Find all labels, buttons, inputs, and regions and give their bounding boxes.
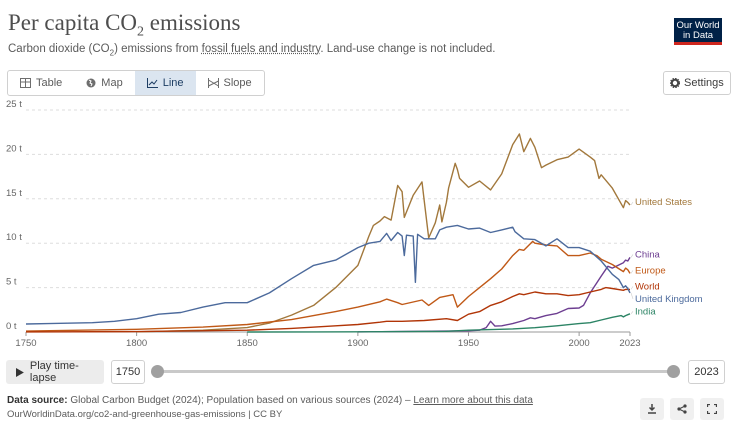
series-end-label: Europe [635,265,666,276]
end-year-box[interactable]: 2023 [688,360,725,384]
x-tick-label: 1800 [126,338,147,349]
source-url[interactable]: OurWorldinData.org/co2-and-greenhouse-ga… [7,409,283,420]
timeline-start-handle[interactable] [151,365,164,378]
y-tick-label: 25 t [6,100,22,110]
fossil-fuels-link[interactable]: fossil fuels and industry [201,43,321,55]
series-label-connector [630,254,634,258]
chart-view-tabs: Table Map Line Slope [7,70,265,96]
page-subtitle: Carbon dioxide (CO2) emissions from foss… [8,43,496,57]
logo-line-1: Our World [676,20,720,31]
y-tick-label: 20 t [6,143,22,154]
series-line-world [25,286,630,333]
series-line-united-states [136,133,631,333]
play-icon [16,367,24,377]
page-title: Per capita CO2 emissions [8,10,241,41]
y-tick-label: 5 t [6,277,17,288]
start-year-box[interactable]: 1750 [111,360,145,384]
series-end-label: World [635,281,660,292]
series-label-connector [630,270,634,274]
series-end-label: United States [635,197,692,208]
source-label: Data source: [7,395,68,406]
line-chart-icon [146,78,158,88]
share-button[interactable] [670,398,694,420]
series-end-label: China [635,249,661,260]
logo-line-2: in Data [682,30,714,41]
series-line-china [357,257,631,333]
download-button[interactable] [640,398,664,420]
series-end-label: India [635,306,656,317]
gear-icon [670,78,680,88]
y-tick-label: 15 t [6,188,22,199]
fullscreen-icon [707,404,717,414]
x-tick-label: 2023 [619,338,640,349]
series-label-connector [630,286,634,290]
download-icon [648,404,656,414]
series-line-india [247,313,631,333]
tab-slope-label: Slope [223,77,252,89]
y-tick-label: 10 t [6,232,22,243]
title-tail: emissions [144,10,241,35]
x-tick-label: 1850 [237,338,258,349]
series-end-label: United Kingdom [635,294,703,305]
tab-line-label: Line [162,77,184,89]
series-line-europe [25,240,631,332]
fullscreen-button[interactable] [700,398,724,420]
table-icon [20,78,31,88]
tab-map-label: Map [101,77,123,89]
x-tick-label: 1900 [347,338,368,349]
y-tick-label: 0 t [6,321,17,332]
play-label: Play time-lapse [29,360,79,384]
play-timelapse-button[interactable]: Play time-lapse [6,360,104,384]
tab-table[interactable]: Table [8,71,74,95]
series-label-connector [630,201,634,206]
line-chart: 0 t 5 t 10 t 15 t 20 t 25 t 1750 1800 1850 1900 19… [6,100,703,349]
tab-line[interactable]: Line [134,71,196,95]
series-label-connector [630,311,634,314]
timeline-end-handle[interactable] [667,365,680,378]
series-label-connector [630,292,634,299]
title-main: Per capita CO [8,10,138,35]
slope-icon [207,78,219,88]
owid-logo[interactable]: Our World in Data [674,18,722,45]
learn-more-link[interactable]: Learn more about this data [413,395,533,406]
data-source: Data source: Global Carbon Budget (2024)… [7,395,533,406]
tab-slope[interactable]: Slope [196,71,264,95]
settings-button[interactable]: Settings [663,71,731,95]
tab-table-label: Table [36,77,63,89]
x-tick-label: 1950 [458,338,479,349]
source-text: Global Carbon Budget (2024); Population … [67,395,414,406]
subtitle-mid: ) emissions from [114,43,202,55]
title-subscript: 2 [137,24,145,40]
subtitle-subscript: 2 [109,48,115,58]
globe-icon [86,78,96,88]
tab-map[interactable]: Map [74,71,134,95]
x-tick-label: 2000 [569,338,590,349]
share-icon [677,404,687,414]
timeline-track[interactable] [157,370,673,373]
subtitle-post: . Land-use change is not included. [320,43,496,55]
series-line-united-kingdom [25,224,631,325]
settings-label: Settings [684,77,724,89]
subtitle-pre: Carbon dioxide (CO [8,43,110,55]
x-tick-label: 1750 [15,338,36,349]
